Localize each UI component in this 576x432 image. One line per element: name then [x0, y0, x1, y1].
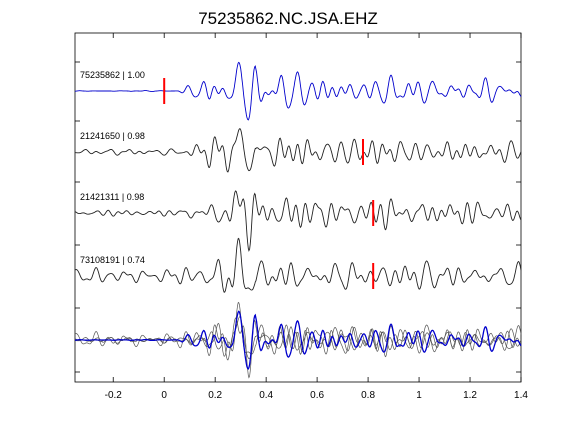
x-tick-label: 1.4 [514, 390, 528, 401]
x-tick-label: 1.2 [463, 390, 477, 401]
overlay-trace-line [74, 316, 522, 361]
chart-title: 75235862.NC.JSA.EHZ [198, 9, 378, 28]
trace-label: 21421311 | 0.98 [80, 192, 144, 202]
x-tick-label: 0.6 [310, 390, 324, 401]
x-tick-label: 0.8 [361, 390, 375, 401]
y-ticks [75, 61, 521, 373]
trace-label: 75235862 | 1.00 [80, 70, 145, 80]
x-axis: -0.2 0 0.2 0.4 0.6 0.8 1 1.2 1.4 [105, 33, 528, 401]
x-tick-label: 0 [161, 390, 167, 401]
trace-label: 21241650 | 0.98 [80, 131, 145, 141]
x-tick-label: -0.2 [105, 390, 123, 401]
overlay-master-line [74, 310, 522, 370]
trace-line [74, 190, 522, 252]
trace-line [74, 237, 522, 293]
plot-frame [74, 32, 522, 383]
trace-label: 73108191 | 0.74 [80, 255, 145, 265]
x-tick-label: 0.2 [208, 390, 222, 401]
overlay-trace-line [74, 317, 522, 379]
trace-labels: 75235862 | 1.00 21241650 | 0.98 21421311 |… [80, 70, 145, 265]
x-tick-label: 1 [416, 390, 422, 401]
trace-line [74, 61, 522, 121]
traces [74, 61, 522, 379]
x-tick-label: 0.4 [259, 390, 273, 401]
trace-line [74, 128, 522, 173]
pick-markers [163, 78, 375, 289]
